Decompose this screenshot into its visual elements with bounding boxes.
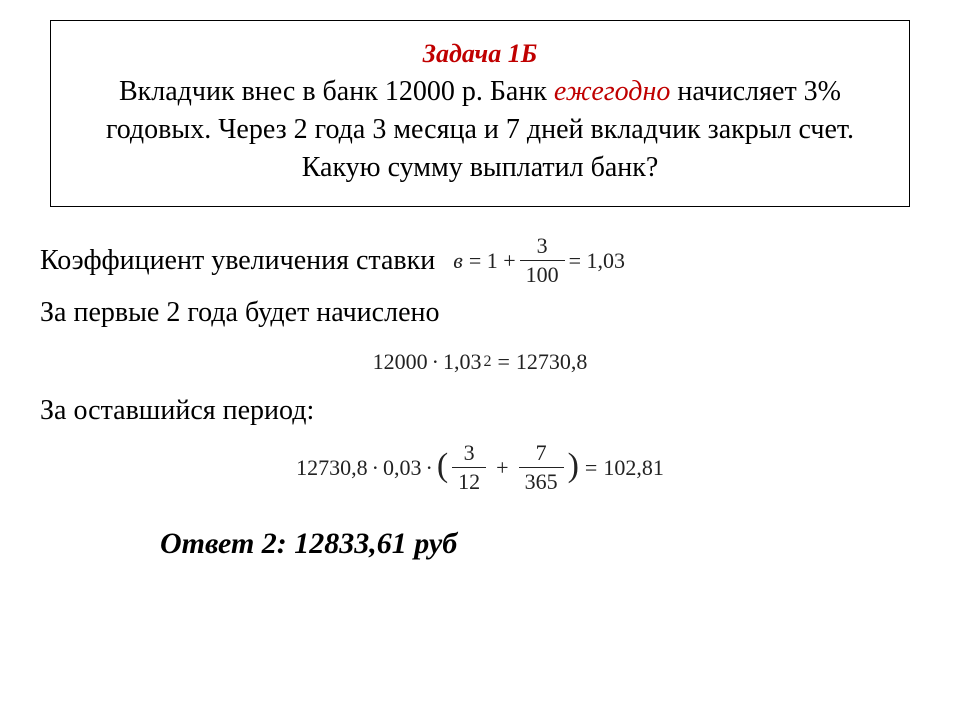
page: Задача 1Б Вкладчик внес в банк 12000 р. … bbox=[0, 0, 960, 720]
frac-den: 12 bbox=[452, 467, 486, 493]
lparen-icon: ( bbox=[437, 449, 448, 483]
two-years-equation: 12000 · 1,032 = 12730,8 bbox=[373, 345, 588, 378]
eq-lhs: = 1 + bbox=[469, 244, 516, 277]
frac-num: 7 bbox=[519, 442, 564, 467]
two-years-eq-wrap: 12000 · 1,032 = 12730,8 bbox=[40, 340, 920, 382]
dot-icon: · bbox=[372, 451, 379, 484]
frac-den: 100 bbox=[520, 260, 565, 286]
problem-highlight: ежегодно bbox=[554, 76, 670, 107]
remainder-row: За оставшийся период: bbox=[40, 390, 920, 432]
solution-block: Коэффициент увеличения ставки в = 1 + 3 … bbox=[40, 235, 920, 566]
two-years-row: За первые 2 года будет начислено bbox=[40, 292, 920, 334]
eq2-pow: 2 bbox=[483, 350, 491, 374]
eq3-res: 102,81 bbox=[603, 451, 664, 484]
frac-num: 3 bbox=[520, 235, 565, 260]
coef-equation: в = 1 + 3 100 = 1,03 bbox=[453, 235, 625, 286]
remainder-label: За оставшийся период: bbox=[40, 390, 314, 432]
frac-den: 365 bbox=[519, 467, 564, 493]
coef-row: Коэффициент увеличения ставки в = 1 + 3 … bbox=[40, 235, 920, 286]
eq2-res: 12730,8 bbox=[516, 345, 588, 378]
fraction: 3 100 bbox=[520, 235, 565, 286]
fraction: 7 365 bbox=[519, 442, 564, 493]
eq3-a: 12730,8 bbox=[296, 451, 368, 484]
problem-body: Вкладчик внес в банк 12000 р. Банк ежего… bbox=[71, 73, 889, 186]
eq2-a: 12000 bbox=[373, 345, 428, 378]
equals-icon: = bbox=[585, 451, 597, 484]
remainder-eq-wrap: 12730,8 · 0,03 · ( 3 12 + 7 365 ) bbox=[40, 442, 920, 493]
answer: Ответ 2: 12833,61 руб bbox=[160, 521, 920, 566]
eq3-b: 0,03 bbox=[383, 451, 422, 484]
fraction: 3 12 bbox=[452, 442, 486, 493]
remainder-equation: 12730,8 · 0,03 · ( 3 12 + 7 365 ) bbox=[296, 442, 664, 493]
problem-box: Задача 1Б Вкладчик внес в банк 12000 р. … bbox=[50, 20, 910, 207]
dot-icon: · bbox=[426, 451, 433, 484]
two-years-label: За первые 2 года будет начислено bbox=[40, 292, 439, 334]
eq2-b: 1,03 bbox=[443, 345, 482, 378]
eq-rhs: = 1,03 bbox=[569, 244, 625, 277]
rparen-icon: ) bbox=[568, 449, 579, 483]
problem-title: Задача 1Б bbox=[71, 39, 889, 69]
paren-group: ( 3 12 + 7 365 ) bbox=[437, 442, 579, 493]
frac-num: 3 bbox=[452, 442, 486, 467]
coef-label: Коэффициент увеличения ставки bbox=[40, 240, 435, 282]
plus-icon: + bbox=[496, 451, 508, 484]
dot-icon: · bbox=[432, 345, 439, 378]
equals-icon: = bbox=[497, 345, 509, 378]
eq-var: в bbox=[453, 244, 463, 277]
problem-text-before: Вкладчик внес в банк 12000 р. Банк bbox=[119, 76, 554, 107]
